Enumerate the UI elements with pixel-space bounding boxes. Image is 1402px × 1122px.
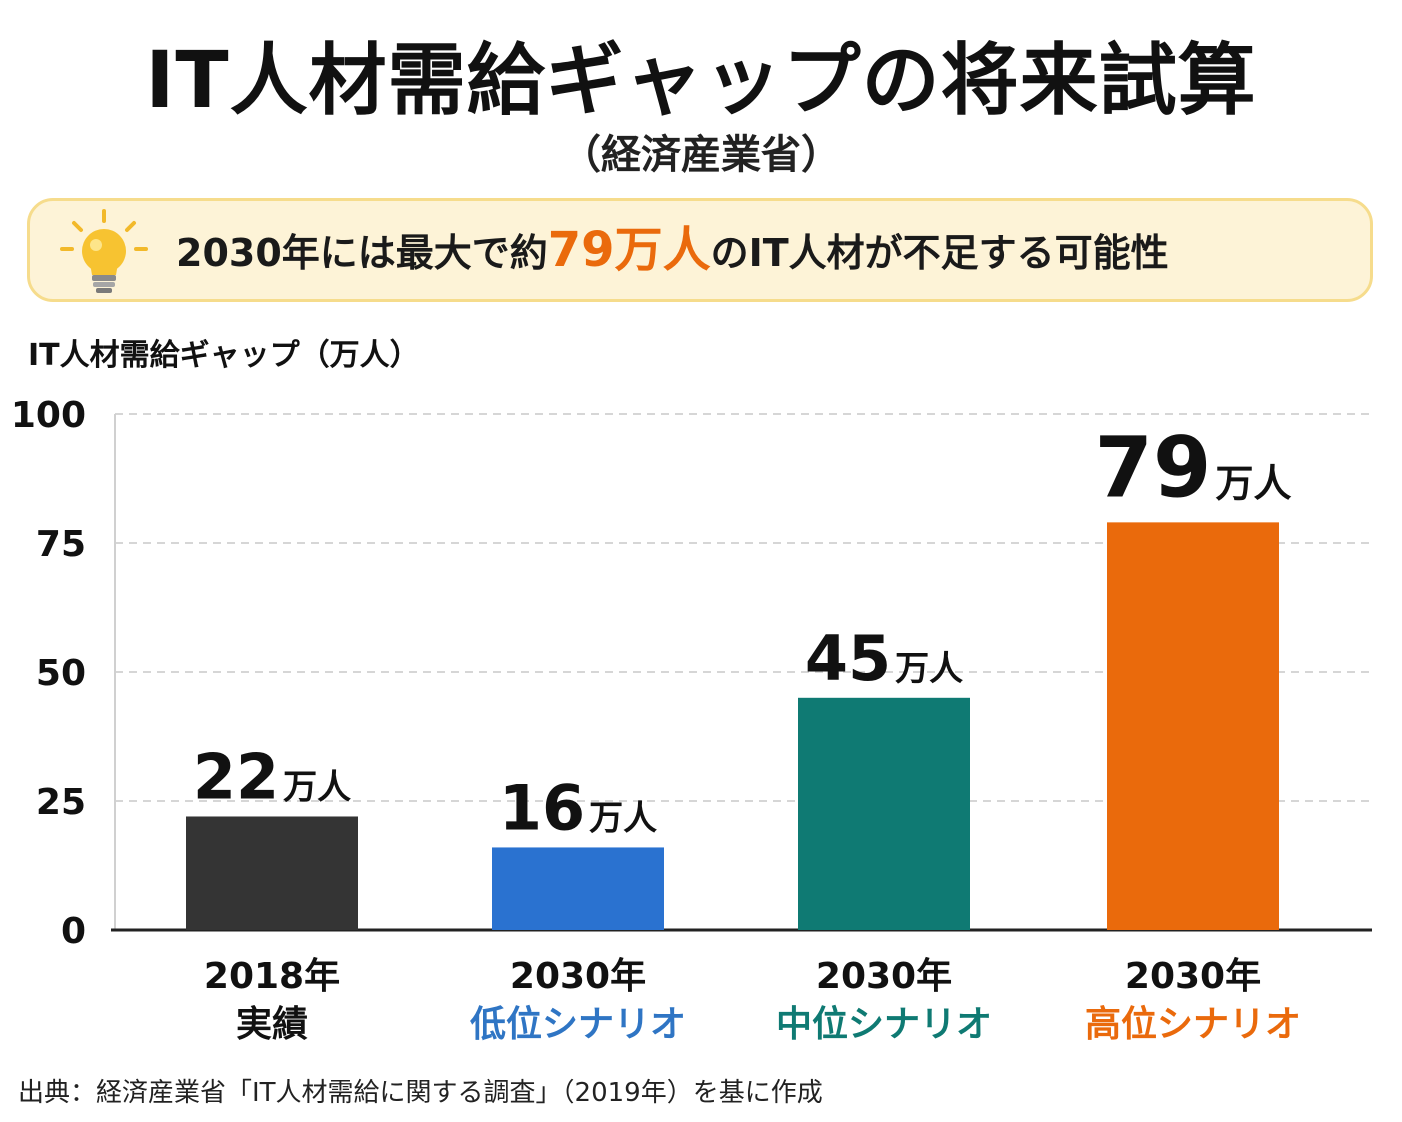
x-tick-sublabel: 中位シナリオ <box>776 1004 992 1045</box>
x-tick-label: 2018年 <box>204 956 340 997</box>
lightbulb-icon <box>60 209 148 293</box>
y-tick-label: 100 <box>11 395 86 436</box>
x-tick-label: 2030年 <box>1125 956 1261 997</box>
callout-banner: 2030年には最大で約79万人のIT人材が不足する可能性 <box>27 198 1373 302</box>
callout-text-after: のIT人材が不足する可能性 <box>710 231 1169 275</box>
y-tick-label: 25 <box>36 782 86 823</box>
callout-highlight: 79万人 <box>547 222 711 278</box>
y-tick-label: 50 <box>36 653 86 694</box>
chart-title: IT人材需給ギャップの将来試算 <box>145 36 1257 126</box>
y-tick-label: 0 <box>61 911 86 952</box>
callout-text-before: 2030年には最大で約 <box>176 231 548 275</box>
x-tick-label: 2030年 <box>510 956 646 997</box>
bar <box>492 847 664 930</box>
chart-subtitle: （経済産業省） <box>561 132 841 178</box>
bar <box>186 816 358 930</box>
x-tick-label: 2030年 <box>816 956 952 997</box>
data-label: 45 万人 <box>805 622 963 695</box>
x-tick-sublabel: 低位シナリオ <box>470 1004 686 1045</box>
data-label: 79 万人 <box>1095 418 1292 516</box>
y-axis-label: IT人材需給ギャップ（万人） <box>28 338 420 373</box>
x-tick-sublabel: 実績 <box>236 1004 308 1045</box>
data-label: 22 万人 <box>193 740 351 813</box>
source-note: 出典：経済産業省「IT人材需給に関する調査」（2019年）を基に作成 <box>18 1078 823 1108</box>
x-tick-sublabel: 高位シナリオ <box>1085 1004 1301 1045</box>
y-tick-label: 75 <box>36 524 86 565</box>
bar <box>798 697 970 930</box>
callout-text: 2030年には最大で約79万人のIT人材が不足する可能性 <box>176 201 1169 299</box>
data-label: 16 万人 <box>499 771 657 844</box>
bar <box>1107 522 1279 930</box>
